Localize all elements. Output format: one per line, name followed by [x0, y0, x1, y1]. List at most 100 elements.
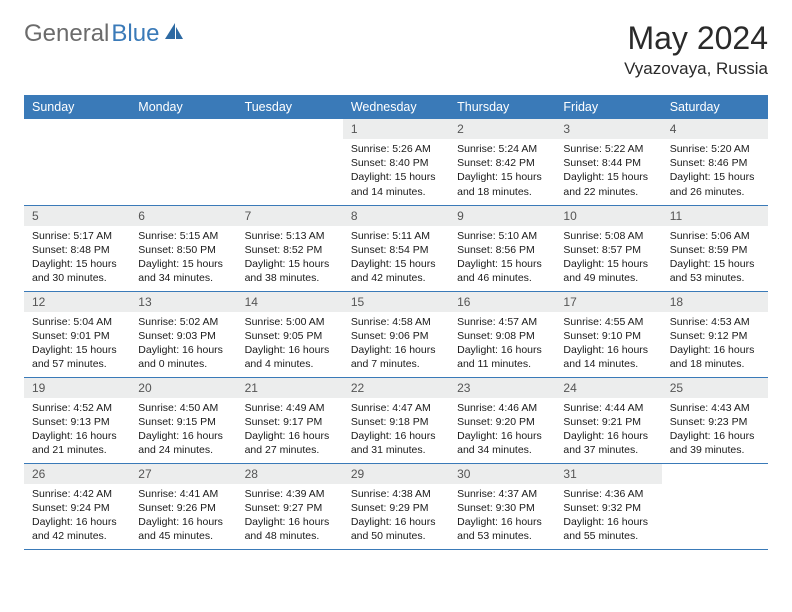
day-number: 11	[662, 206, 768, 226]
sunset-text: Sunset: 9:12 PM	[670, 329, 760, 343]
calendar-cell: 13Sunrise: 5:02 AMSunset: 9:03 PMDayligh…	[130, 291, 236, 377]
calendar-cell: 5Sunrise: 5:17 AMSunset: 8:48 PMDaylight…	[24, 205, 130, 291]
day-number: 20	[130, 378, 236, 398]
day-content: Sunrise: 4:57 AMSunset: 9:08 PMDaylight:…	[449, 312, 555, 376]
calendar-cell: 2Sunrise: 5:24 AMSunset: 8:42 PMDaylight…	[449, 119, 555, 205]
day-content: Sunrise: 5:08 AMSunset: 8:57 PMDaylight:…	[555, 226, 661, 290]
calendar-cell: 12Sunrise: 5:04 AMSunset: 9:01 PMDayligh…	[24, 291, 130, 377]
day-content: Sunrise: 4:46 AMSunset: 9:20 PMDaylight:…	[449, 398, 555, 462]
daylight-text: Daylight: 16 hours and 39 minutes.	[670, 429, 760, 457]
day-content: Sunrise: 5:17 AMSunset: 8:48 PMDaylight:…	[24, 226, 130, 290]
calendar-cell	[237, 119, 343, 205]
sunset-text: Sunset: 9:08 PM	[457, 329, 547, 343]
sunrise-text: Sunrise: 5:10 AM	[457, 229, 547, 243]
daylight-text: Daylight: 15 hours and 46 minutes.	[457, 257, 547, 285]
daylight-text: Daylight: 16 hours and 24 minutes.	[138, 429, 228, 457]
calendar-cell: 9Sunrise: 5:10 AMSunset: 8:56 PMDaylight…	[449, 205, 555, 291]
daylight-text: Daylight: 15 hours and 53 minutes.	[670, 257, 760, 285]
sunset-text: Sunset: 8:50 PM	[138, 243, 228, 257]
sunrise-text: Sunrise: 5:11 AM	[351, 229, 441, 243]
daylight-text: Daylight: 16 hours and 34 minutes.	[457, 429, 547, 457]
sunrise-text: Sunrise: 5:24 AM	[457, 142, 547, 156]
sunrise-text: Sunrise: 5:04 AM	[32, 315, 122, 329]
sunset-text: Sunset: 9:15 PM	[138, 415, 228, 429]
location: Vyazovaya, Russia	[624, 59, 768, 79]
daylight-text: Daylight: 16 hours and 27 minutes.	[245, 429, 335, 457]
sunrise-text: Sunrise: 4:58 AM	[351, 315, 441, 329]
calendar-cell: 26Sunrise: 4:42 AMSunset: 9:24 PMDayligh…	[24, 463, 130, 549]
sunset-text: Sunset: 8:54 PM	[351, 243, 441, 257]
sunrise-text: Sunrise: 5:13 AM	[245, 229, 335, 243]
calendar-table: Sunday Monday Tuesday Wednesday Thursday…	[24, 95, 768, 550]
daylight-text: Daylight: 15 hours and 49 minutes.	[563, 257, 653, 285]
calendar-cell: 3Sunrise: 5:22 AMSunset: 8:44 PMDaylight…	[555, 119, 661, 205]
sunset-text: Sunset: 8:52 PM	[245, 243, 335, 257]
weekday-header: Monday	[130, 95, 236, 119]
day-content: Sunrise: 4:52 AMSunset: 9:13 PMDaylight:…	[24, 398, 130, 462]
calendar-cell: 17Sunrise: 4:55 AMSunset: 9:10 PMDayligh…	[555, 291, 661, 377]
calendar-cell: 24Sunrise: 4:44 AMSunset: 9:21 PMDayligh…	[555, 377, 661, 463]
sunset-text: Sunset: 9:23 PM	[670, 415, 760, 429]
sunrise-text: Sunrise: 4:49 AM	[245, 401, 335, 415]
sunset-text: Sunset: 8:56 PM	[457, 243, 547, 257]
day-number: 17	[555, 292, 661, 312]
day-content: Sunrise: 5:02 AMSunset: 9:03 PMDaylight:…	[130, 312, 236, 376]
daylight-text: Daylight: 16 hours and 11 minutes.	[457, 343, 547, 371]
day-number: 6	[130, 206, 236, 226]
day-content: Sunrise: 5:13 AMSunset: 8:52 PMDaylight:…	[237, 226, 343, 290]
day-number: 21	[237, 378, 343, 398]
sunrise-text: Sunrise: 4:50 AM	[138, 401, 228, 415]
day-number: 12	[24, 292, 130, 312]
day-content: Sunrise: 4:39 AMSunset: 9:27 PMDaylight:…	[237, 484, 343, 548]
day-content: Sunrise: 5:24 AMSunset: 8:42 PMDaylight:…	[449, 139, 555, 203]
day-number: 16	[449, 292, 555, 312]
day-number: 13	[130, 292, 236, 312]
daylight-text: Daylight: 16 hours and 31 minutes.	[351, 429, 441, 457]
daylight-text: Daylight: 16 hours and 7 minutes.	[351, 343, 441, 371]
day-number: 18	[662, 292, 768, 312]
sunrise-text: Sunrise: 4:39 AM	[245, 487, 335, 501]
calendar-row: 12Sunrise: 5:04 AMSunset: 9:01 PMDayligh…	[24, 291, 768, 377]
title-block: May 2024 Vyazovaya, Russia	[624, 20, 768, 79]
daylight-text: Daylight: 16 hours and 14 minutes.	[563, 343, 653, 371]
sunrise-text: Sunrise: 5:20 AM	[670, 142, 760, 156]
sunset-text: Sunset: 9:32 PM	[563, 501, 653, 515]
sunrise-text: Sunrise: 4:52 AM	[32, 401, 122, 415]
day-number: 15	[343, 292, 449, 312]
daylight-text: Daylight: 16 hours and 45 minutes.	[138, 515, 228, 543]
calendar-cell: 15Sunrise: 4:58 AMSunset: 9:06 PMDayligh…	[343, 291, 449, 377]
sunrise-text: Sunrise: 4:55 AM	[563, 315, 653, 329]
day-content: Sunrise: 5:06 AMSunset: 8:59 PMDaylight:…	[662, 226, 768, 290]
day-content: Sunrise: 5:00 AMSunset: 9:05 PMDaylight:…	[237, 312, 343, 376]
daylight-text: Daylight: 16 hours and 48 minutes.	[245, 515, 335, 543]
calendar-cell: 1Sunrise: 5:26 AMSunset: 8:40 PMDaylight…	[343, 119, 449, 205]
daylight-text: Daylight: 15 hours and 26 minutes.	[670, 170, 760, 198]
sunrise-text: Sunrise: 5:26 AM	[351, 142, 441, 156]
day-content: Sunrise: 4:41 AMSunset: 9:26 PMDaylight:…	[130, 484, 236, 548]
day-content: Sunrise: 5:22 AMSunset: 8:44 PMDaylight:…	[555, 139, 661, 203]
day-number: 7	[237, 206, 343, 226]
sunrise-text: Sunrise: 5:15 AM	[138, 229, 228, 243]
day-number: 2	[449, 119, 555, 139]
calendar-cell	[662, 463, 768, 549]
day-content: Sunrise: 5:11 AMSunset: 8:54 PMDaylight:…	[343, 226, 449, 290]
daylight-text: Daylight: 15 hours and 14 minutes.	[351, 170, 441, 198]
sunset-text: Sunset: 9:29 PM	[351, 501, 441, 515]
calendar-cell: 4Sunrise: 5:20 AMSunset: 8:46 PMDaylight…	[662, 119, 768, 205]
day-number: 25	[662, 378, 768, 398]
day-content: Sunrise: 4:58 AMSunset: 9:06 PMDaylight:…	[343, 312, 449, 376]
day-number: 26	[24, 464, 130, 484]
day-content: Sunrise: 5:04 AMSunset: 9:01 PMDaylight:…	[24, 312, 130, 376]
sunrise-text: Sunrise: 5:00 AM	[245, 315, 335, 329]
day-content: Sunrise: 4:44 AMSunset: 9:21 PMDaylight:…	[555, 398, 661, 462]
weekday-header: Friday	[555, 95, 661, 119]
brand-logo: GeneralBlue	[24, 20, 185, 48]
sunrise-text: Sunrise: 5:08 AM	[563, 229, 653, 243]
day-number: 19	[24, 378, 130, 398]
daylight-text: Daylight: 15 hours and 57 minutes.	[32, 343, 122, 371]
sunset-text: Sunset: 9:20 PM	[457, 415, 547, 429]
day-number: 3	[555, 119, 661, 139]
month-title: May 2024	[624, 20, 768, 57]
day-content: Sunrise: 4:38 AMSunset: 9:29 PMDaylight:…	[343, 484, 449, 548]
calendar-cell: 27Sunrise: 4:41 AMSunset: 9:26 PMDayligh…	[130, 463, 236, 549]
